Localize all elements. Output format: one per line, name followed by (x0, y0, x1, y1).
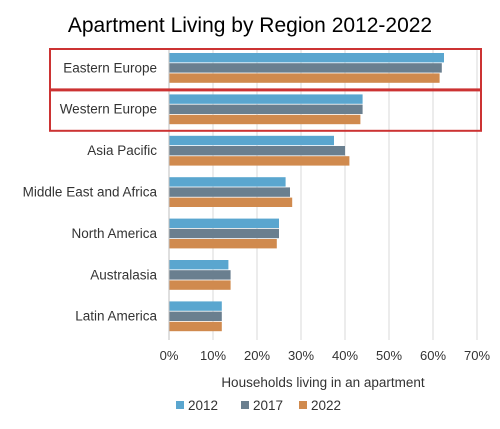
y-category-label: Asia Pacific (87, 143, 157, 158)
x-tick-label: 40% (332, 348, 358, 363)
bar (169, 260, 229, 270)
bar (169, 301, 222, 311)
y-category-label: Australasia (90, 267, 157, 282)
bar (169, 53, 444, 63)
bar (169, 146, 345, 156)
y-category-label: North America (71, 226, 157, 241)
x-tick-label: 60% (420, 348, 446, 363)
legend-swatch (241, 401, 249, 409)
bar (169, 228, 279, 239)
x-tick-label: 30% (288, 348, 314, 363)
bar (169, 94, 363, 104)
bar (169, 280, 231, 290)
x-tick-label: 50% (376, 348, 402, 363)
x-tick-label: 0% (160, 348, 179, 363)
legend-label: 2022 (311, 398, 341, 413)
bar (169, 135, 334, 146)
legend-swatch (299, 401, 307, 409)
legend-label: 2012 (188, 398, 218, 413)
x-tick-label: 20% (244, 348, 270, 363)
x-tick-label: 70% (464, 348, 490, 363)
bar (169, 177, 286, 187)
chart-title: Apartment Living by Region 2012-2022 (68, 14, 432, 37)
highlight-box (49, 89, 482, 132)
bar (169, 218, 279, 228)
bar (169, 73, 440, 83)
bar (169, 270, 231, 280)
bar (169, 187, 290, 197)
bar (169, 63, 442, 73)
bar (169, 321, 222, 332)
y-category-label: Middle East and Africa (23, 185, 158, 200)
highlight-box (49, 48, 482, 91)
bar (169, 311, 222, 321)
y-category-label: Latin America (75, 309, 157, 324)
y-category-label: Western Europe (60, 102, 157, 117)
legend-label: 2017 (253, 398, 283, 413)
bar (169, 114, 361, 125)
x-axis-title: Households living in an apartment (221, 375, 425, 390)
bar (169, 239, 277, 249)
x-tick-label: 10% (200, 348, 226, 363)
bar (169, 104, 363, 114)
y-category-label: Eastern Europe (63, 60, 157, 75)
legend-swatch (176, 401, 184, 409)
bar (169, 156, 350, 166)
bar (169, 197, 293, 207)
